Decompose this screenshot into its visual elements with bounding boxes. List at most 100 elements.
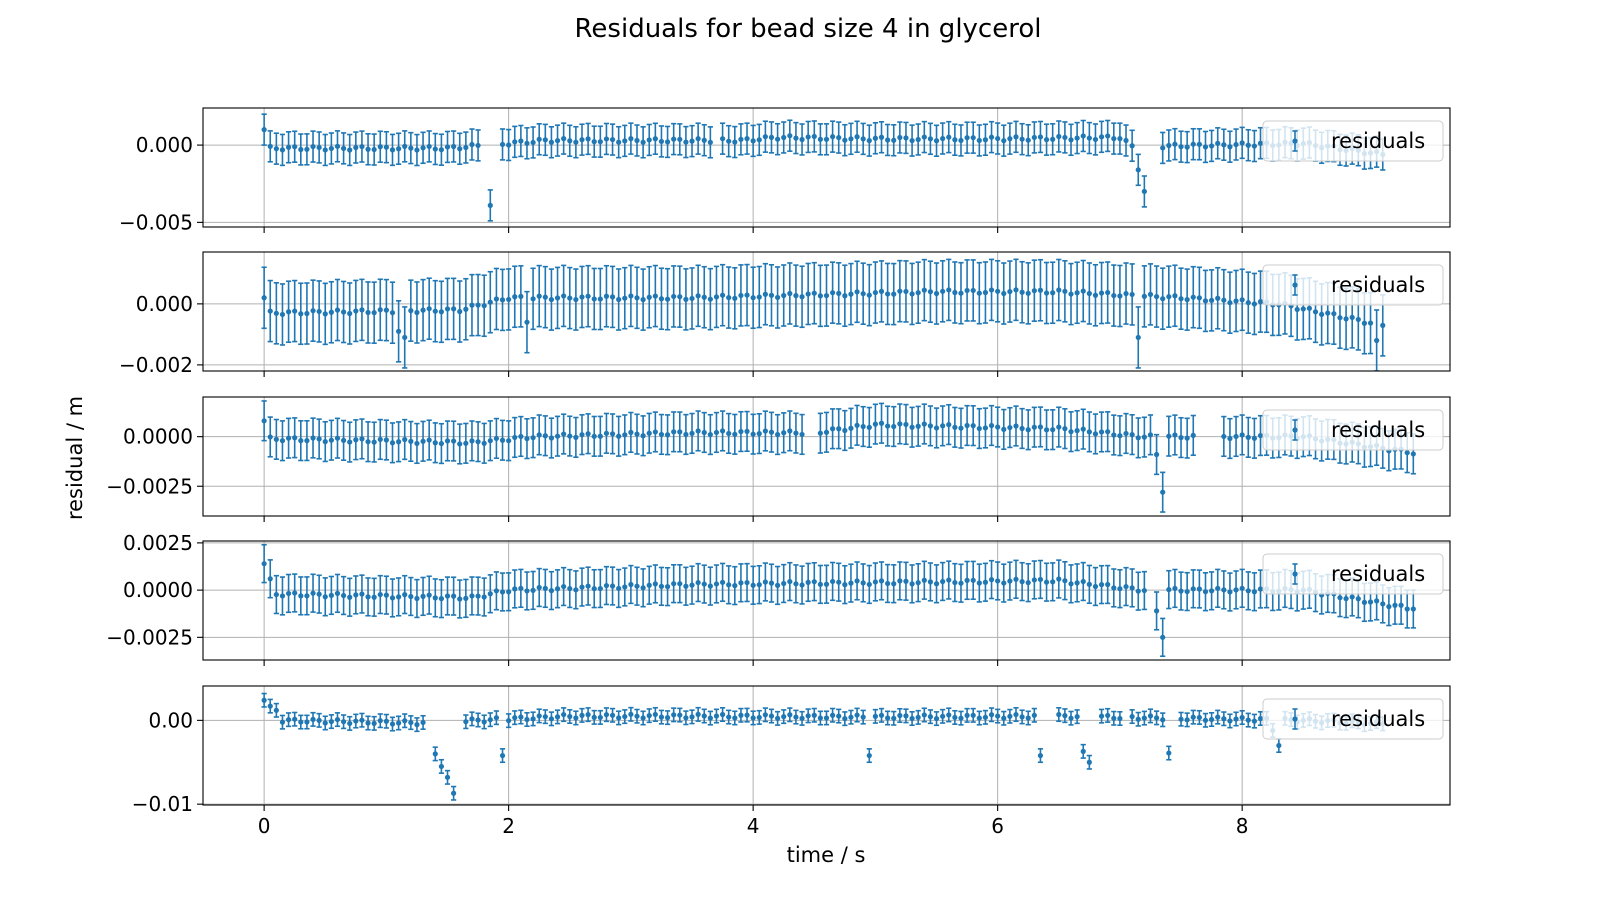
data-point	[506, 268, 512, 331]
data-point	[622, 414, 628, 456]
data-point	[952, 123, 958, 156]
data-point	[524, 418, 530, 460]
data-point	[273, 132, 279, 165]
data-point	[353, 713, 359, 729]
y-tick-label: 0.0000	[123, 425, 193, 449]
data-point	[451, 576, 457, 616]
data-point	[836, 262, 842, 325]
data-point	[322, 715, 328, 731]
data-point	[420, 278, 426, 342]
data-point	[499, 419, 506, 461]
data-point	[414, 422, 420, 465]
residuals-series	[261, 258, 1386, 371]
data-point	[719, 263, 726, 327]
data-point	[823, 123, 830, 156]
data-point	[719, 122, 726, 155]
data-point	[982, 407, 989, 449]
data-point	[579, 123, 585, 156]
data-point	[677, 265, 683, 328]
data-point	[726, 565, 732, 605]
subplot-3: 0.0000 −0.0025 residuals	[106, 396, 1451, 522]
data-point	[1117, 710, 1123, 726]
data-point	[964, 707, 970, 723]
data-point	[1257, 569, 1264, 609]
data-point	[383, 575, 389, 615]
data-point	[1233, 269, 1239, 333]
subplot-5: 0 2 4 6 8 0.00 −0.01 residuals	[132, 685, 1451, 838]
data-point	[1166, 129, 1172, 162]
data-point	[469, 128, 475, 161]
data-point	[1251, 129, 1257, 163]
data-point	[781, 412, 787, 454]
data-point	[1172, 414, 1178, 456]
data-point	[1001, 124, 1007, 157]
data-point	[787, 410, 793, 452]
data-point	[1239, 268, 1245, 332]
data-point	[1251, 713, 1257, 729]
data-point	[933, 711, 940, 727]
data-point	[738, 563, 744, 603]
data-point	[707, 126, 713, 159]
data-point	[1098, 261, 1105, 325]
data-point	[463, 578, 469, 619]
data-point	[597, 267, 603, 331]
data-point	[677, 123, 683, 156]
data-point	[915, 405, 921, 447]
data-point	[328, 132, 334, 165]
data-point	[793, 412, 799, 454]
data-point	[695, 706, 701, 722]
data-point	[768, 563, 775, 603]
data-point	[554, 266, 561, 330]
data-point	[334, 712, 341, 728]
data-point	[671, 265, 677, 328]
data-point	[328, 419, 334, 461]
data-point	[432, 746, 438, 762]
data-point	[1111, 264, 1117, 327]
data-point	[591, 568, 597, 609]
data-point	[689, 412, 695, 455]
data-point	[811, 120, 817, 153]
data-point	[389, 716, 396, 732]
y-tick-label: 0.00	[148, 708, 193, 732]
data-point	[1111, 568, 1117, 608]
data-point	[279, 714, 286, 730]
data-point	[554, 709, 561, 725]
data-point	[1086, 411, 1092, 453]
data-point	[909, 262, 915, 326]
data-point	[554, 124, 561, 157]
data-point	[396, 300, 402, 363]
data-point	[1172, 264, 1178, 328]
data-point	[1105, 411, 1111, 453]
data-point	[567, 124, 573, 158]
data-point	[609, 123, 616, 156]
legend: residuals	[1262, 698, 1444, 740]
data-point	[1190, 127, 1196, 161]
data-point	[1135, 306, 1141, 369]
data-point	[878, 402, 885, 444]
data-point	[591, 267, 597, 331]
data-point	[499, 572, 506, 612]
data-point	[1123, 124, 1129, 157]
data-point	[793, 709, 799, 725]
data-point	[273, 418, 279, 460]
data-point	[1056, 406, 1062, 448]
subplot-1: 0.000 −0.005 residuals	[119, 107, 1451, 234]
data-point	[1251, 417, 1257, 459]
data-point	[885, 563, 891, 604]
data-point	[340, 575, 347, 616]
data-point	[683, 268, 689, 331]
data-point	[261, 692, 267, 708]
data-point	[359, 712, 365, 728]
data-point	[457, 132, 463, 166]
data-point	[285, 131, 292, 164]
data-point	[1068, 411, 1074, 453]
data-point	[1160, 471, 1166, 513]
data-point	[1178, 130, 1184, 163]
data-point	[347, 715, 353, 731]
data-point	[683, 125, 689, 159]
data-point	[744, 707, 750, 723]
data-point	[396, 577, 402, 617]
data-point	[1013, 559, 1019, 599]
data-point	[1209, 129, 1215, 163]
data-point	[1019, 260, 1025, 324]
